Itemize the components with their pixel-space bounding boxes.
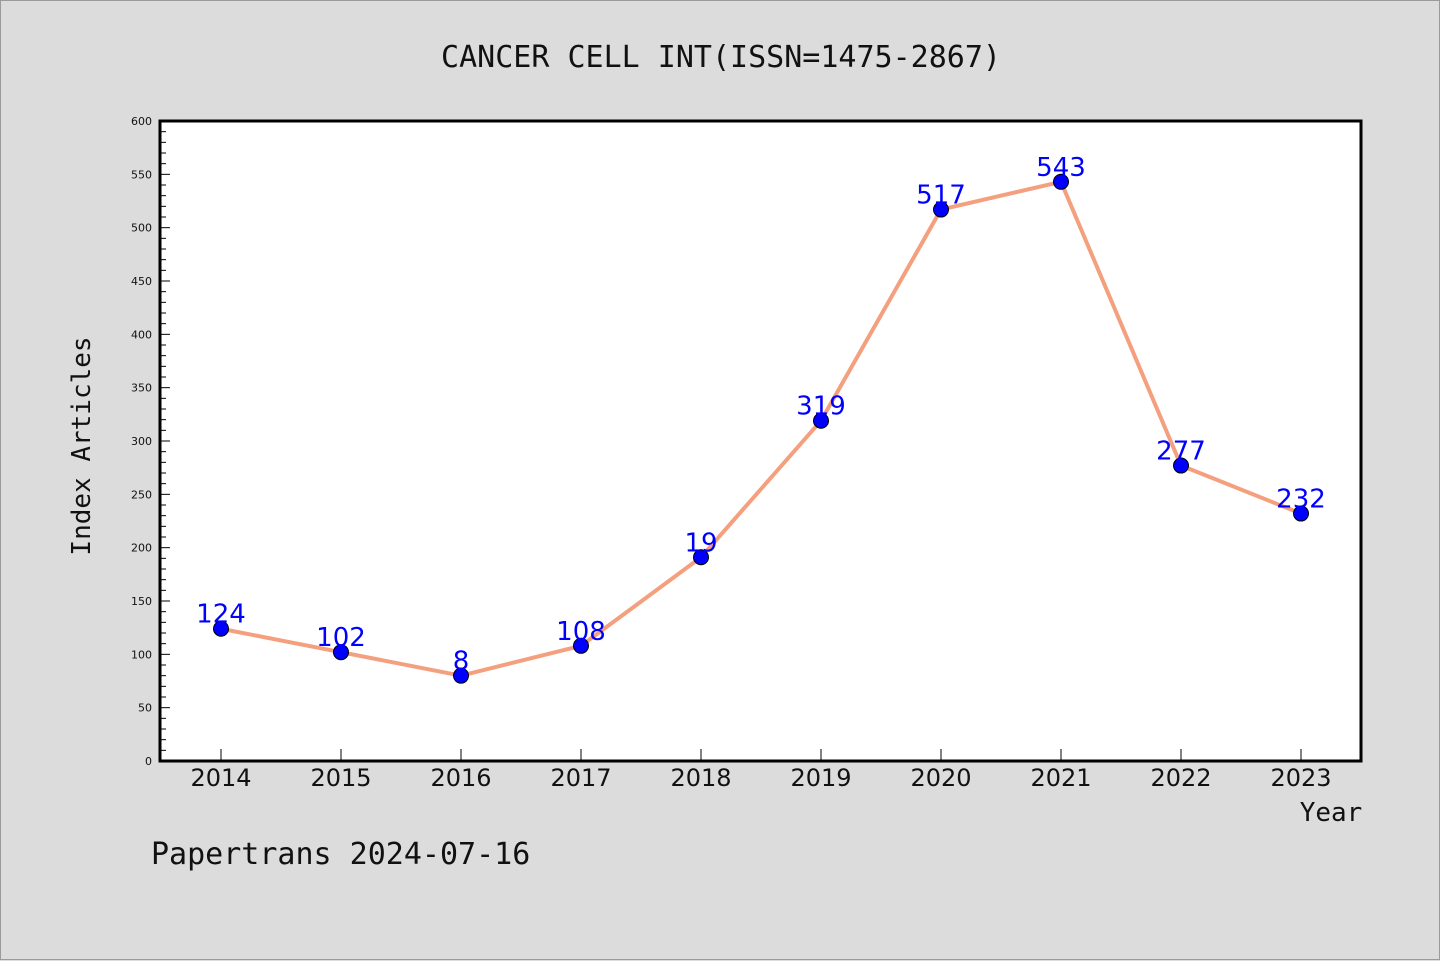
data-label: 232	[1276, 485, 1326, 515]
chart-title: CANCER CELL INT(ISSN=1475-2867)	[441, 40, 1001, 75]
y-tick-label: 250	[131, 488, 152, 501]
x-axis-label: Year	[1300, 798, 1363, 828]
data-label: 8	[453, 647, 470, 677]
y-tick-label: 400	[131, 328, 152, 341]
y-axis-label: Index Articles	[67, 336, 97, 555]
plot-border	[158, 119, 1363, 763]
x-tick-label: 2020	[910, 764, 971, 792]
y-tick-label: 550	[131, 168, 152, 181]
x-tick-label: 2015	[310, 764, 371, 792]
y-tick-label: 500	[131, 222, 152, 235]
y-axis-ticks: 0 50 100 150 200 250 300 350 400 450 500 550 600	[131, 115, 170, 768]
data-label: 517	[916, 181, 966, 211]
data-point-marker	[213, 620, 229, 637]
data-label: 108	[556, 617, 606, 647]
data-label: 102	[316, 623, 366, 653]
y-tick-label: 200	[131, 542, 152, 555]
data-label: 543	[1036, 153, 1086, 183]
data-label: 319	[796, 392, 846, 422]
x-tick-label: 2014	[190, 764, 251, 792]
y-tick-label: 600	[131, 115, 152, 128]
data-point-marker	[1293, 505, 1309, 522]
data-point-marker	[1053, 173, 1069, 190]
x-axis-ticks: 2014 2015 2016 2017 2018 2019 2020 2021 2022 2023	[190, 749, 1332, 792]
y-tick-label: 150	[131, 595, 152, 608]
data-point-marker	[813, 412, 829, 429]
x-tick-label: 2017	[550, 764, 611, 792]
data-point-marker	[1173, 457, 1189, 474]
data-point-marker	[573, 637, 589, 654]
data-labels: 124 102 8 108 19 319 517 543 277 232	[196, 153, 1326, 677]
data-label: 277	[1156, 437, 1206, 467]
data-point-marker	[453, 667, 469, 684]
y-tick-label: 300	[131, 435, 152, 448]
x-tick-label: 2018	[670, 764, 731, 792]
data-points	[213, 173, 1309, 684]
y-tick-label: 450	[131, 275, 152, 288]
x-tick-label: 2022	[1150, 764, 1211, 792]
x-tick-label: 2016	[430, 764, 491, 792]
data-point-marker	[693, 549, 709, 566]
x-tick-label: 2021	[1030, 764, 1091, 792]
data-label: 19	[684, 528, 717, 558]
y-tick-label: 0	[145, 755, 152, 768]
data-point-marker	[933, 201, 949, 218]
y-tick-label: 100	[131, 648, 152, 661]
y-tick-label: 50	[138, 702, 152, 715]
data-point-marker	[333, 644, 349, 661]
x-tick-label: 2019	[790, 764, 851, 792]
data-label: 124	[196, 600, 246, 630]
footer-credit: Papertrans 2024-07-16	[151, 837, 530, 872]
y-tick-label: 350	[131, 382, 152, 395]
x-tick-label: 2023	[1270, 764, 1331, 792]
series-line	[219, 179, 1303, 678]
